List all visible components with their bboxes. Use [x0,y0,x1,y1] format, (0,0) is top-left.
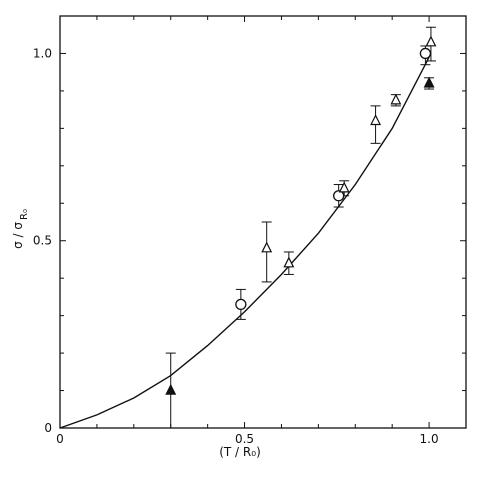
error-bars [165,26,436,429]
triangle-marker [390,93,402,105]
y-axis-label: σ / σ R₀ [11,209,30,249]
triangle-marker [370,114,382,126]
x-tick-label: 1.0 [420,432,439,446]
circle-marker [419,47,432,60]
y-axis-label-subscript: R₀ [19,209,30,220]
plot-frame [59,15,467,429]
x-tick-label: 0 [56,432,64,446]
axis-tick-labels: 0 0.5 1.0 0 0.5 1.0 [33,46,439,446]
y-tick-label: 0 [44,421,52,435]
x-tick-label: 0.5 [235,432,254,446]
triangle-marker [283,256,295,268]
triangle-marker [261,241,273,253]
filled-triangle-marker [165,383,177,395]
filled-triangle-marker [423,76,435,88]
data-markers [165,35,437,395]
triangle-marker [338,181,350,193]
circle-marker [333,190,345,202]
x-axis-label: (T / R₀) [219,445,261,459]
y-tick-label: 1.0 [33,46,52,60]
triangle-marker [425,35,437,47]
y-axis-label-main: σ / σ [11,222,25,249]
fit-curve [59,56,430,429]
y-tick-label: 0.5 [33,234,52,248]
circle-marker [235,298,247,311]
